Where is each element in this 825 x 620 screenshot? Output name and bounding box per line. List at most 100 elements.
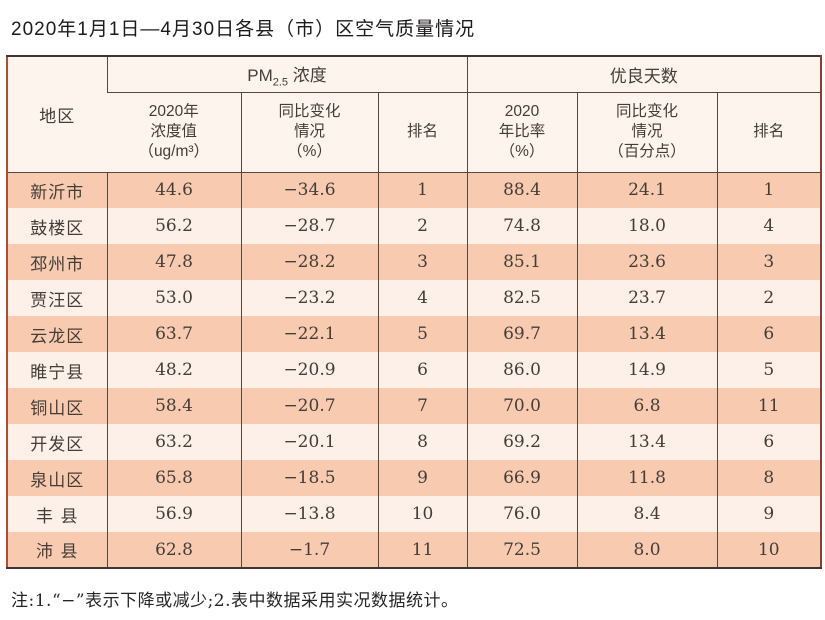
value-cell: 72.5 [466,532,578,568]
table-row: 新沂市 44.6 −34.6 1 88.4 24.1 1 [7,172,822,208]
pm25-label-subscript: 2.5 [272,75,289,88]
value-cell: −1.7 [240,532,378,568]
value-cell: 74.8 [466,208,578,244]
value-cell: 9 [377,460,468,496]
value-cell: 6 [716,316,822,352]
value-cell: 8 [716,460,822,496]
value-cell: 9 [716,496,822,532]
value-cell: 4 [716,208,822,244]
region-cell: 沛 县 [36,542,79,562]
value-cell: 58.4 [106,388,241,424]
table-row: 贾汪区 53.0 −23.2 4 82.5 23.7 2 [7,280,822,316]
value-cell: −20.9 [240,352,378,388]
value-cell: 8.0 [576,532,718,568]
header-good-days-group: 优良天数 [466,56,822,93]
value-cell: −22.1 [240,316,378,352]
subheader-ratio-change: 同比变化 情况 （百分点） [576,92,718,173]
value-cell: 69.2 [466,424,578,460]
subheader-ratio-rank: 排名 [716,92,822,173]
region-cell: 云龙区 [30,326,85,347]
value-cell: −34.6 [240,172,378,208]
value-cell: 3 [377,244,468,280]
value-cell: −28.7 [240,208,378,244]
value-cell: −13.8 [240,496,378,532]
value-cell: −18.5 [240,460,378,496]
table-row: 铜山区 58.4 −20.7 7 70.0 6.8 11 [7,388,822,424]
value-cell: 56.9 [106,496,241,532]
subheader-pm25-rank: 排名 [377,92,468,173]
subheader-pm25-value: 2020年 浓度值 （ug/m³） [107,92,241,173]
value-cell: 70.0 [466,388,578,424]
value-cell: 6.8 [576,388,718,424]
region-cell: 新沂市 [30,182,85,203]
value-cell: −23.2 [240,280,378,316]
subheader-pm25-change: 同比变化 情况 （%） [240,92,378,173]
table-row: 开发区 63.2 −20.1 8 69.2 13.4 6 [7,424,822,460]
value-cell: 23.7 [576,280,718,316]
air-quality-table: 地区 PM2.5 浓度 优良天数 2020年 浓度值 （ug/m³） 同比变化 … [6,55,823,569]
value-cell: 18.0 [576,208,718,244]
table-header: 地区 PM2.5 浓度 优良天数 2020年 浓度值 （ug/m³） 同比变化 … [7,56,822,173]
header-pm25-group: PM2.5 浓度 [106,56,468,93]
table-body: 新沂市 44.6 −34.6 1 88.4 24.1 1 鼓楼区 56.2 −28.7 2 74.8 1… [7,172,822,568]
value-cell: 86.0 [466,352,578,388]
region-cell: 邳州市 [30,254,85,275]
value-cell: 4 [377,280,468,316]
value-cell: 13.4 [576,316,718,352]
region-cell: 鼓楼区 [30,218,85,239]
value-cell: 1 [716,172,822,208]
value-cell: 11.8 [576,460,718,496]
value-cell: 8.4 [576,496,718,532]
value-cell: 8 [377,424,468,460]
value-cell: 13.4 [576,424,718,460]
value-cell: 88.4 [466,172,578,208]
value-cell: 6 [377,352,468,388]
table-row: 丰 县 56.9 −13.8 10 76.0 8.4 9 [7,496,822,532]
value-cell: −28.2 [240,244,378,280]
value-cell: 56.2 [106,208,241,244]
table-row: 睢宁县 48.2 −20.9 6 86.0 14.9 5 [7,352,822,388]
value-cell: 23.6 [576,244,718,280]
value-cell: 10 [716,532,822,568]
value-cell: 76.0 [466,496,578,532]
region-cell: 丰 县 [36,506,79,527]
table-row: 泉山区 65.8 −18.5 9 66.9 11.8 8 [7,460,822,496]
value-cell: 14.9 [576,352,718,388]
value-cell: 63.2 [106,424,241,460]
value-cell: 11 [377,532,468,568]
value-cell: 24.1 [576,172,718,208]
value-cell: 7 [377,388,468,424]
table-row: 云龙区 63.7 −22.1 5 69.7 13.4 6 [7,316,822,352]
region-cell: 贾汪区 [30,290,85,311]
value-cell: 1 [377,172,468,208]
value-cell: 5 [716,352,822,388]
region-cell: 泉山区 [30,470,85,491]
value-cell: 82.5 [466,280,578,316]
value-cell: 3 [716,244,822,280]
value-cell: 10 [377,496,468,532]
page-title: 2020年1月1日—4月30日各县（市）区空气质量情况 [11,19,476,40]
value-cell: 2 [377,208,468,244]
value-cell: 48.2 [106,352,241,388]
value-cell: −20.7 [240,388,378,424]
sub-header-row: 2020年 浓度值 （ug/m³） 同比变化 情况 （%） 排名 2020 年比… [7,92,822,173]
region-cell: 铜山区 [30,398,85,419]
value-cell: 11 [716,388,822,424]
value-cell: 85.1 [466,244,578,280]
value-cell: 2 [716,280,822,316]
footnote: 注:1.“−”表示下降或减少;2.表中数据采用实况数据统计。 [11,591,459,611]
value-cell: 53.0 [106,280,241,316]
table-row: 沛 县 62.8 −1.7 11 72.5 8.0 10 [7,532,822,568]
header-region: 地区 [7,56,107,173]
value-cell: 5 [377,316,468,352]
value-cell: 47.8 [106,244,241,280]
pm25-label-suffix: 浓度 [288,65,327,85]
value-cell: 6 [716,424,822,460]
table-row: 邳州市 47.8 −28.2 3 85.1 23.6 3 [7,244,822,280]
value-cell: −20.1 [240,424,378,460]
value-cell: 65.8 [106,460,241,496]
region-cell: 睢宁县 [30,362,85,383]
value-cell: 63.7 [106,316,241,352]
value-cell: 66.9 [466,460,578,496]
